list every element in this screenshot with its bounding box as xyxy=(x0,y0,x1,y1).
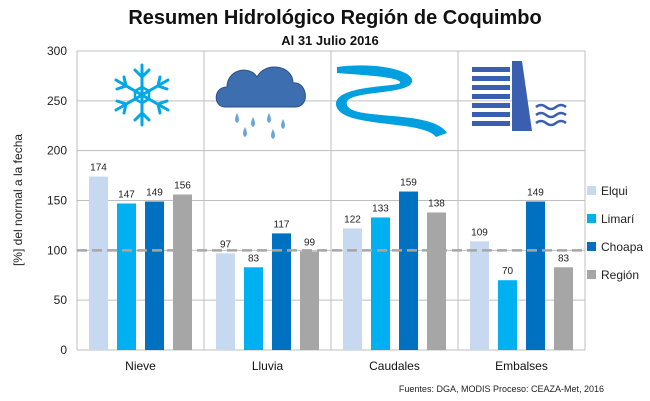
legend-swatch xyxy=(587,186,596,195)
legend-label: Limarí xyxy=(601,212,635,226)
data-label: 83 xyxy=(558,253,570,264)
data-label: 138 xyxy=(428,198,445,209)
dam-icon xyxy=(472,61,567,131)
bar-caudales-1 xyxy=(371,217,390,350)
data-label: 159 xyxy=(400,178,417,189)
chart-subtitle: Al 31 Julio 2016 xyxy=(281,33,379,48)
bar-lluvia-0 xyxy=(216,253,235,350)
bar-lluvia-3 xyxy=(300,251,319,350)
x-tick-label: Nieve xyxy=(125,359,156,373)
source-note: Fuentes: DGA, MODIS Proceso: CEAZA-Met, … xyxy=(399,384,604,394)
legend-swatch xyxy=(587,214,596,223)
legend-swatch xyxy=(587,270,596,279)
y-axis-label: [%] del normal a la fecha xyxy=(11,134,25,266)
data-label: 174 xyxy=(90,163,107,174)
x-tick-labels: Nieve Lluvia Caudales Embalses xyxy=(125,359,548,373)
y-tick-label: 200 xyxy=(47,144,67,158)
data-label: 99 xyxy=(304,237,316,248)
bars xyxy=(89,176,573,350)
x-tick-label: Lluvia xyxy=(252,359,284,373)
x-tick-label: Caudales xyxy=(369,359,420,373)
bar-nieve-0 xyxy=(89,176,108,350)
bar-caudales-0 xyxy=(343,228,362,350)
y-tick-label: 250 xyxy=(47,94,67,108)
rain-cloud-icon xyxy=(215,66,306,139)
data-label: 70 xyxy=(502,266,514,277)
bar-lluvia-2 xyxy=(272,233,291,350)
bar-nieve-1 xyxy=(117,203,136,350)
data-label: 149 xyxy=(527,187,544,198)
y-ticks: 0 50 100 150 200 250 300 xyxy=(47,44,67,357)
legend-label: Región xyxy=(601,268,639,282)
bar-caudales-2 xyxy=(399,191,418,350)
bar-caudales-3 xyxy=(427,212,446,350)
data-label: 83 xyxy=(248,253,260,264)
legend: Elqui Limarí Choapa Región xyxy=(587,184,643,282)
legend-swatch xyxy=(587,242,596,251)
y-tick-label: 100 xyxy=(47,243,67,257)
chart-title: Resumen Hidrológico Región de Coquimbo xyxy=(128,7,541,29)
bar-embalses-2 xyxy=(526,201,545,350)
river-icon xyxy=(335,65,447,137)
data-label: 97 xyxy=(220,239,232,250)
data-label: 149 xyxy=(146,187,163,198)
x-tick-label: Embalses xyxy=(495,359,548,373)
legend-label: Choapa xyxy=(601,240,643,254)
bar-embalses-1 xyxy=(498,280,517,350)
data-labels: 174 147 149 156 97 83 117 99 122 133 159 138 109 70 14… xyxy=(90,163,569,278)
y-tick-label: 300 xyxy=(47,44,67,58)
y-tick-label: 0 xyxy=(60,343,67,357)
data-label: 147 xyxy=(118,189,135,200)
data-label: 133 xyxy=(372,203,389,214)
data-label: 122 xyxy=(344,214,361,225)
bar-lluvia-1 xyxy=(244,267,263,350)
data-label: 156 xyxy=(174,181,191,192)
y-tick-label: 150 xyxy=(47,194,67,208)
legend-label: Elqui xyxy=(601,184,628,198)
snowflake-icon xyxy=(114,63,170,127)
bar-embalses-0 xyxy=(470,241,489,350)
bar-nieve-3 xyxy=(173,194,192,350)
bar-nieve-2 xyxy=(145,201,164,350)
y-tick-label: 50 xyxy=(54,293,68,307)
data-label: 117 xyxy=(274,219,290,230)
bar-embalses-3 xyxy=(554,267,573,350)
data-label: 109 xyxy=(471,227,488,238)
